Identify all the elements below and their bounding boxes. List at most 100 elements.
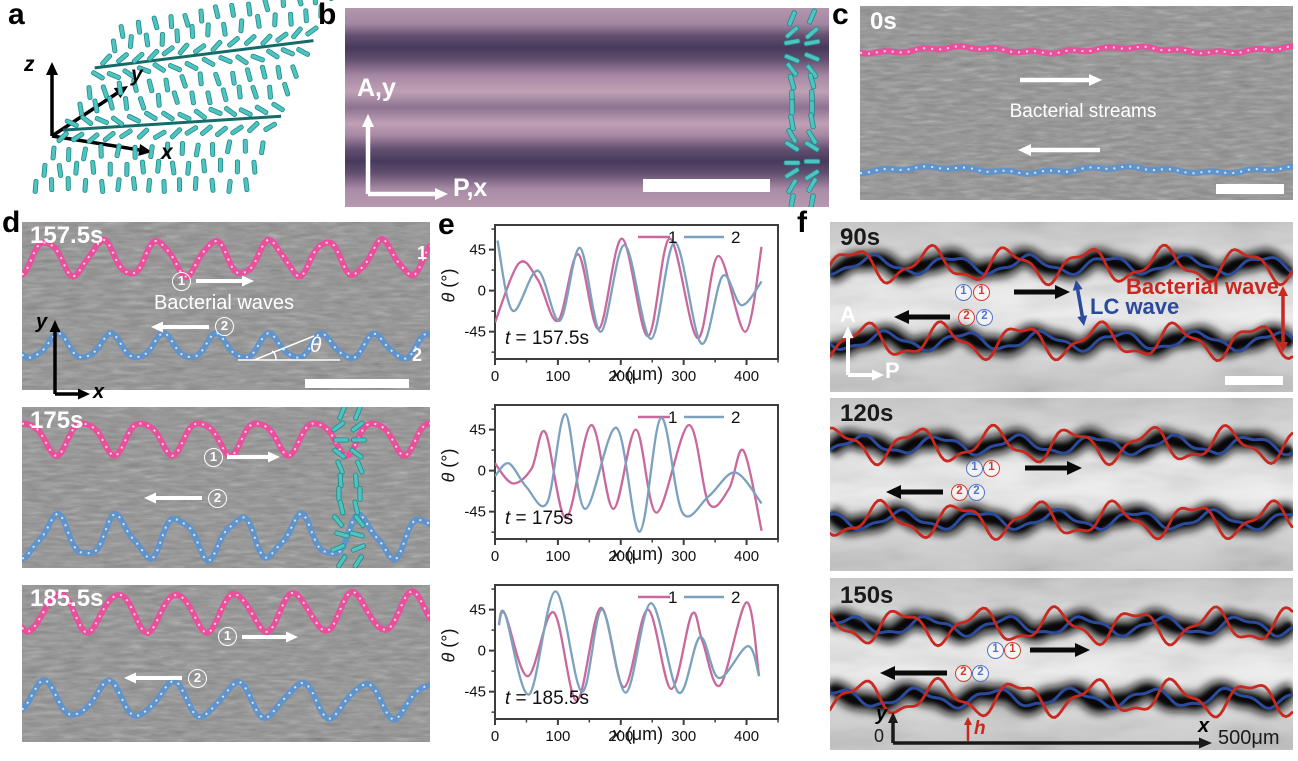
f3-marker-2-blue: 2 (972, 665, 989, 682)
f-p-axis-arrow (848, 369, 884, 381)
wave-1-direction-arrow (1014, 285, 1070, 299)
wave-2-trace (22, 509, 430, 565)
b-analyzer-axis-label: A,y (357, 74, 396, 102)
d-y-axis-arrow (49, 320, 61, 394)
series-1-line (495, 237, 763, 340)
x-tick-label: 400 (734, 728, 759, 745)
stream-2-direction-arrow (1018, 144, 1100, 156)
y-tick-label: 45 (469, 242, 486, 259)
d-x-axis-arrow (55, 388, 90, 400)
x-tick-label: 200 (608, 368, 633, 385)
legend-label-1: 1 (668, 408, 678, 427)
d1-caption: Bacterial waves (153, 292, 295, 314)
f1-marker-2-blue: 2 (976, 309, 993, 326)
x-tick-label: 0 (491, 548, 499, 565)
scale-bar (305, 379, 409, 388)
lc-wave-label: LC wave (1090, 294, 1180, 319)
panel-a-label: a (8, 0, 25, 31)
f-a-axis-arrow (842, 326, 854, 375)
bacterial-wave-curve (830, 605, 1293, 648)
b-axes (362, 114, 448, 200)
f-axis-x-label: x (1198, 715, 1210, 737)
d-axes (49, 320, 90, 400)
y-tick-label: -45 (464, 684, 486, 701)
panel-d2-overlay (22, 407, 430, 568)
theta-chart-185.5s: 0 100 200 300 400 45 0 -45 (464, 584, 779, 745)
f-x-axis-arrow (893, 737, 1212, 749)
series-2-line (497, 590, 761, 696)
d3-marker-1: 1 (218, 627, 237, 646)
f3-timestamp: 150s (840, 582, 894, 609)
lc-dark-band (830, 501, 1293, 538)
panel-f1-overlay (830, 222, 1293, 392)
x-tick-label: 300 (671, 548, 696, 565)
f2-marker-1-blue: 1 (966, 460, 983, 477)
y-tick-label: 0 (478, 463, 486, 480)
d3-marker-2: 2 (188, 669, 207, 688)
panel-f3-overlay (830, 578, 1293, 750)
wave-2-direction-arrow (886, 485, 943, 499)
wave-1-direction-arrow (242, 631, 298, 643)
b-a-axis-arrow (362, 114, 374, 194)
y-tick-label: -45 (464, 504, 486, 521)
a-axis-x-label: x (161, 141, 173, 164)
panel-c-overlay (860, 6, 1293, 200)
d2-timestamp: 175s (30, 407, 84, 434)
y-tick-label: 0 (478, 283, 486, 300)
lc-wave-frame-2: 120s 1 1 2 2 (830, 398, 1293, 571)
wave-1-trace (22, 587, 430, 637)
x-axis-label: x (μm) (611, 364, 664, 384)
wave-2-direction-arrow (894, 310, 950, 324)
wave-1-trace (22, 420, 430, 460)
wave-1-direction-arrow (227, 451, 280, 463)
stream-2-trace (860, 163, 1293, 177)
f-origin-label: 0 (874, 726, 885, 746)
b-polarizer-axis-label: P,x (453, 174, 488, 202)
d2-marker-2: 2 (208, 489, 227, 508)
wave-2-direction-arrow (151, 321, 209, 333)
x-axis-label: x (μm) (611, 724, 664, 744)
a-z-axis-arrow (46, 62, 58, 136)
f3-marker-1-red: 1 (1004, 642, 1021, 659)
bacterial-wave-curve (830, 243, 1293, 287)
lc-wave-pointer-arrow (1072, 280, 1088, 326)
f-y-axis-arrow (888, 712, 898, 743)
bacterial-streams-image: 0s Bacterial streams (860, 6, 1293, 200)
legend-label-2: 2 (731, 228, 741, 247)
angle-annotation (238, 335, 340, 361)
x-tick-label: 200 (608, 548, 633, 565)
bacterial-wave-curve (830, 676, 1293, 719)
a-axis-z-label: z (24, 53, 35, 76)
panel-b-overlay (362, 8, 821, 207)
f1-marker-1-red: 1 (973, 284, 990, 301)
legend-label-2: 2 (731, 408, 741, 427)
b-director-rods (783, 8, 821, 207)
d2-director-rods (330, 407, 367, 568)
d2-marker-1: 1 (204, 448, 223, 467)
lc-wave-curve (830, 507, 1293, 532)
lc-wave-frame-1: 90s 1 1 2 2 LC wave Bacterial wave A P (830, 222, 1293, 392)
disclination-wall (62, 114, 282, 132)
d-axis-y-label: y (36, 311, 48, 333)
x-tick-label: 400 (734, 548, 759, 565)
wave-1-direction-arrow (196, 275, 254, 287)
lc-wave-curve (830, 686, 1293, 710)
series-2-line (496, 240, 763, 345)
y-axis-label: θ (°) (438, 628, 459, 663)
scale-bar (1216, 184, 1284, 194)
panel-f-label: f (797, 206, 807, 239)
panel-e-label: e (438, 208, 455, 241)
b-p-axis-arrow (368, 188, 448, 200)
legend-label-2: 2 (731, 588, 741, 607)
f3-marker-2-red: 2 (955, 665, 972, 682)
x-tick-label: 200 (608, 728, 633, 745)
stream-1-direction-arrow (1020, 74, 1102, 86)
panel-d1-overlay (22, 222, 430, 390)
bacterial-waves-frame-3: 185.5s 1 2 (22, 585, 430, 742)
lc-wave-curve (830, 614, 1293, 638)
polarized-microscopy-image: A,y P,x (345, 8, 829, 207)
x-tick-label: 100 (545, 728, 570, 745)
plot-area (494, 404, 779, 540)
d1-timestamp: 157.5s (30, 222, 104, 249)
wave-1-trace (22, 235, 430, 281)
